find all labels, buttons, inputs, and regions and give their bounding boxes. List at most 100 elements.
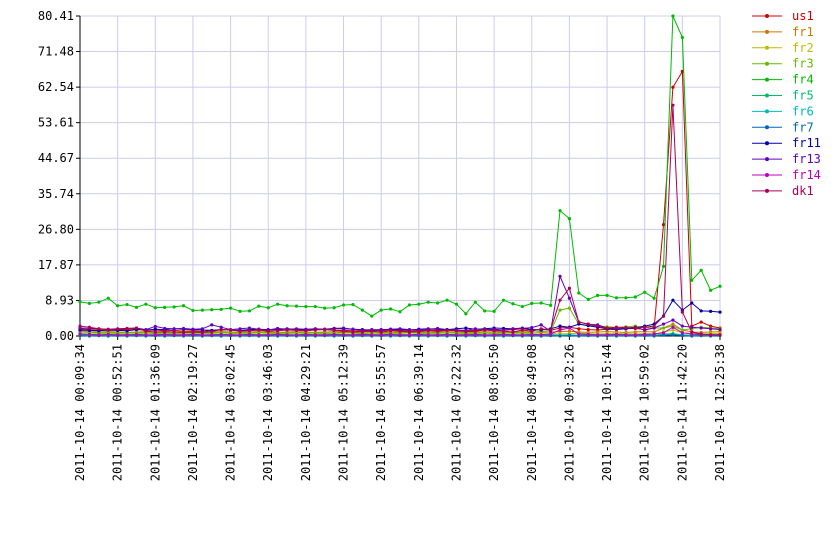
line [79,69,721,333]
legend-label: fr7 [792,120,814,134]
x-tick-label: 2011-10-14 01:36:09 [148,344,162,481]
point [172,333,176,337]
point [464,326,468,330]
point [567,306,572,310]
point [247,332,252,337]
legend-label: fr4 [792,73,814,87]
point [567,286,572,290]
point [454,333,459,337]
point [134,332,139,337]
point [285,304,289,308]
point [200,308,204,312]
point [172,327,176,331]
point [501,329,506,333]
point [332,332,336,337]
point [501,332,506,337]
x-tick-label: 2011-10-14 11:42:20 [675,344,689,481]
point [247,326,252,330]
point [643,325,647,329]
point [200,327,204,331]
point [379,333,383,337]
point [153,330,157,334]
point [370,314,374,318]
point [172,330,176,334]
point [163,305,167,309]
y-tick-label: 17.87 [38,258,74,272]
point [699,326,703,330]
point [87,325,92,329]
point [238,309,242,313]
point [605,326,609,330]
point [116,304,120,308]
legend-label: fr6 [792,104,814,118]
point [417,330,421,334]
point [370,333,374,337]
point [643,290,647,294]
point [492,329,496,333]
point [125,302,129,307]
point [379,330,383,334]
series: fr6 [78,104,814,338]
point [445,332,449,337]
y-tick-label: 8.93 [45,293,74,307]
line [79,15,721,317]
point [360,332,364,337]
point [483,309,487,313]
x-tick-label: 2011-10-14 12:25:38 [713,344,727,481]
point [511,330,515,334]
point [567,329,572,333]
x-tick-label: 2011-10-14 00:52:51 [111,344,125,481]
point [200,330,204,335]
x-tick-label: 2011-10-14 08:49:08 [525,344,539,481]
point [643,332,647,337]
y-tick-label: 62.54 [38,80,74,94]
point [520,333,524,337]
point [417,332,421,337]
point [210,330,214,334]
point [247,309,252,313]
point [614,332,619,337]
point [313,328,317,332]
point [558,209,562,213]
point [134,326,139,330]
point [210,333,214,337]
point [652,332,656,336]
x-tick-label: 2011-10-14 06:39:14 [412,344,426,481]
point [87,301,92,305]
series: fr3 [78,57,814,335]
point [341,329,346,333]
point [436,301,440,305]
point [511,333,515,337]
legend-marker [765,77,769,82]
point [633,333,637,337]
point [708,333,713,337]
point [341,333,346,337]
point [567,334,572,338]
point [257,330,261,335]
point [78,332,82,336]
point [370,329,374,333]
point [238,327,242,331]
point [548,303,553,307]
point [605,293,609,298]
point [671,333,675,337]
legend-label: fr11 [792,136,821,150]
point [257,304,261,308]
point [690,301,694,305]
point [464,333,468,337]
legend-label: fr3 [792,57,814,71]
x-tick-label: 2011-10-14 07:22:32 [449,344,463,481]
point [473,332,477,337]
point [294,304,299,308]
point [718,310,722,314]
point [718,328,722,332]
point [87,332,92,337]
point [313,304,317,309]
point [153,333,157,337]
legend-label: fr2 [792,41,814,55]
point [492,333,496,337]
point [78,324,82,328]
point [605,333,609,337]
point [125,327,129,331]
y-tick-label: 71.48 [38,45,74,59]
